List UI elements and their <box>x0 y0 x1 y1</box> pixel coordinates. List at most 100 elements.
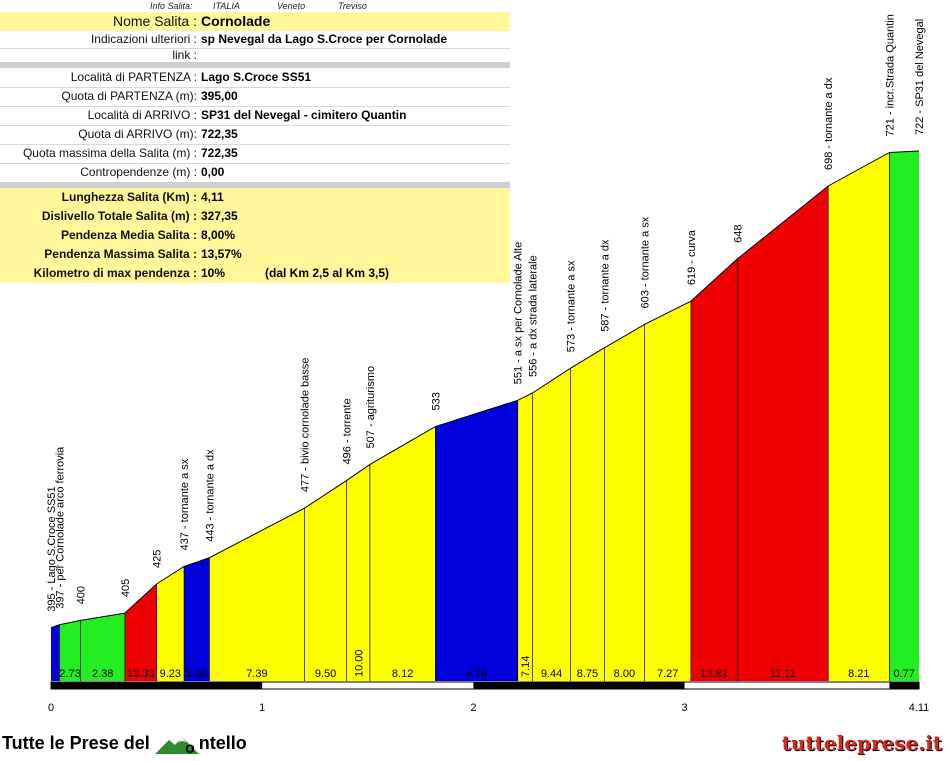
mountain-icon: o <box>154 734 199 757</box>
profile-segment <box>80 613 125 681</box>
km-tick-labels: 0 1 2 3 4.11 <box>48 702 929 714</box>
point-label: 395 - Lago S.Croce SS51 <box>46 486 58 611</box>
separator <box>0 182 510 188</box>
info-row-length: Lunghezza Salita (Km) : 4,11 <box>0 188 510 207</box>
grade-label: 8.00 <box>614 668 635 680</box>
point-label: 603 - tornante a sx <box>639 216 651 308</box>
info-region: Veneto <box>277 1 306 11</box>
grade-label: 2.38 <box>92 668 113 680</box>
point-label: 400 <box>76 586 88 604</box>
profile-segment <box>889 151 919 681</box>
profile-segments <box>51 151 919 681</box>
info-row-directions: Indicazioni ulteriori : sp Nevegal da La… <box>0 31 510 49</box>
point-label: 405 <box>120 579 132 597</box>
profile-segment <box>59 620 81 681</box>
profile-segment <box>435 400 518 681</box>
info-row-start-place: Località di PARTENZA : Lago S.Croce SS51 <box>0 68 510 88</box>
grade-label: 9.23 <box>160 668 181 680</box>
point-label: 587 - tornante a dx <box>599 239 611 332</box>
info-row-counter-slopes: Contropendenze (m) : 0,00 <box>0 163 510 183</box>
point-label: 496 - torrente <box>342 398 354 464</box>
grade-label: 8.12 <box>392 668 413 680</box>
profile-segment <box>304 480 347 681</box>
profile-segment <box>184 557 210 681</box>
km-tick-label: 3 <box>682 702 688 714</box>
profile-segment <box>156 566 185 681</box>
info-row-avg-grade: Pendenza Media Salita : 8,00% <box>0 226 510 245</box>
km-tick-label: 0 <box>48 702 54 714</box>
profile-segment <box>124 583 157 681</box>
grade-label: 5.00 <box>186 668 207 680</box>
km-scale-bar <box>50 681 920 690</box>
grade-label: 11.11 <box>770 668 796 680</box>
profile-dividers <box>59 152 890 681</box>
separator <box>0 62 510 68</box>
grade-label: 0.77 <box>894 668 915 680</box>
point-label: 507 - agriturismo <box>365 366 377 449</box>
profile-segment <box>604 324 645 681</box>
km-tick-label: 4.11 <box>909 702 930 714</box>
km-bar-block <box>889 682 919 689</box>
info-row-start-alt: Quota di PARTENZA (m): 395,00 <box>0 87 510 107</box>
grade-label: 2.73 <box>59 668 80 680</box>
grade-label: 10.00 <box>353 649 365 677</box>
point-label: 397 - per Cornolade arco ferrovia <box>54 446 66 609</box>
profile-segment <box>570 347 605 681</box>
point-label: 722 - SP31 del Nevegal <box>914 19 926 135</box>
profile-segment <box>369 426 436 681</box>
profile-segment <box>737 185 829 681</box>
point-label: 556 - a dx strada laterale <box>528 255 540 377</box>
profile-segment <box>346 464 370 681</box>
grade-labels: 2.73 2.38 13.33 9.23 5.00 7.39 9.50 10.00 8.12 4.… <box>59 649 915 680</box>
grade-label: 8.21 <box>848 668 869 680</box>
profile-segment <box>532 368 571 681</box>
climb-name: Cornolade <box>201 13 271 29</box>
profile-segment <box>51 624 60 681</box>
km-tick-label: 1 <box>259 702 265 714</box>
info-province: Treviso <box>338 1 367 11</box>
site-logo: Tutte le Prese del o ntello <box>2 733 247 757</box>
grade-label: 13.81 <box>700 668 728 680</box>
svg-text:o: o <box>185 740 195 756</box>
info-row-end-place: Località di ARRIVO : SP31 del Nevegal - … <box>0 106 510 126</box>
grade-label: 7.27 <box>657 668 678 680</box>
profile-segment <box>644 301 691 681</box>
profile-segment <box>517 393 533 681</box>
info-row-max-grade: Pendenza Massima Salita : 13,57% <box>0 245 510 264</box>
profile-segment <box>690 258 738 681</box>
site-url[interactable]: tutteleprese.it <box>781 731 942 755</box>
info-row-max-km: Kilometro di max pendenza : 10% (dal Km … <box>0 264 510 283</box>
info-label: Info Salita: <box>150 1 193 11</box>
point-label: 425 <box>152 550 164 568</box>
point-label: 721 - incr.Strada Quantin <box>884 14 896 136</box>
grade-label: 7.39 <box>246 668 267 680</box>
info-country: ITALIA <box>213 1 240 11</box>
grade-label: 13.33 <box>127 668 155 680</box>
grade-label: 8.75 <box>577 668 598 680</box>
profile-segment <box>209 508 305 681</box>
point-label: 533 <box>430 392 442 410</box>
grade-label: 7.14 <box>520 656 532 677</box>
info-row-end-alt: Quota di ARRIVO (m): 722,35 <box>0 125 510 145</box>
info-row-link: link : <box>0 48 510 63</box>
grade-label: 4.74 <box>466 668 487 680</box>
point-label: 437 - tornante a sx <box>179 458 191 550</box>
info-row-name: Nome Salita : Cornolade <box>0 12 510 31</box>
point-label: 477 - bivio cornolade basse <box>299 358 311 493</box>
info-row-elevation-gain: Dislivello Totale Salita (m) : 327,35 <box>0 207 510 226</box>
grade-label: 9.50 <box>315 668 336 680</box>
point-label: 648 <box>732 225 744 243</box>
point-label: 573 - tornante a sx <box>566 260 578 352</box>
info-row-max-alt: Quota massima della Salita (m) : 722,35 <box>0 144 510 164</box>
point-label: 619 - curva <box>686 229 698 285</box>
km-bar-block <box>51 682 263 689</box>
grade-label: 9.44 <box>541 668 562 680</box>
km-bar-block <box>473 682 685 689</box>
km-tick-label: 2 <box>470 702 476 714</box>
point-label: 698 - tornante a dx <box>823 77 835 170</box>
point-label: 551 - a sx per Cornolade Alte <box>513 242 525 384</box>
profile-outline <box>50 150 920 629</box>
point-label: 443 - tornante a dx <box>204 449 216 542</box>
